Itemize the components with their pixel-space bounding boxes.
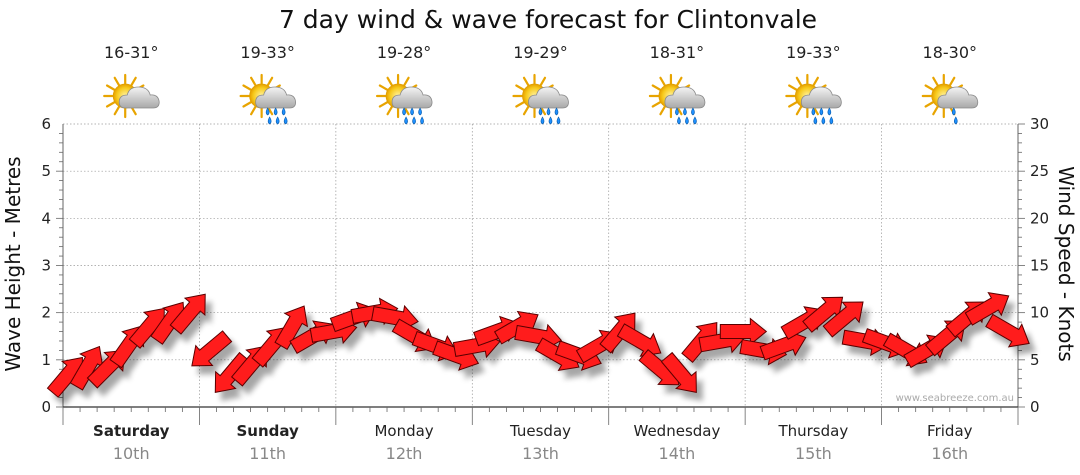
day-temperature: 18-31° bbox=[650, 43, 705, 62]
sun-light-rain-icon bbox=[921, 73, 979, 125]
sun-showers-icon bbox=[648, 73, 706, 125]
y-right-tick-label: 15 bbox=[1030, 257, 1049, 275]
cloud-icon bbox=[528, 86, 569, 109]
day-date-label: 11th bbox=[249, 444, 286, 463]
y-left-tick-label: 0 bbox=[41, 398, 51, 416]
day-name-label: Sunday bbox=[236, 422, 299, 440]
y-right-tick-label: 25 bbox=[1030, 162, 1049, 180]
wind-arrow-shape bbox=[69, 345, 104, 391]
wind-arrow-shape bbox=[599, 312, 636, 354]
y-right-tick-label: 20 bbox=[1030, 209, 1049, 227]
wind-arrow bbox=[274, 305, 309, 351]
day-name-label: Friday bbox=[927, 422, 973, 440]
y-axis-right-title: Wind Speed - Knots bbox=[1054, 166, 1078, 362]
day-temperature: 16-31° bbox=[104, 43, 159, 62]
wind-arrow bbox=[69, 345, 104, 391]
cloud-icon bbox=[391, 86, 433, 109]
wind-arrow bbox=[719, 317, 768, 346]
wind-arrow-shape bbox=[214, 351, 251, 393]
y-left-tick-label: 6 bbox=[41, 115, 51, 133]
cloud-icon bbox=[800, 86, 842, 109]
wind-arrow bbox=[964, 292, 1010, 326]
day-date-label: 16th bbox=[931, 444, 968, 463]
day-header: 16-31° 19-33° 19-28° 19-29° 18-31° 19-33° 18-3… bbox=[103, 43, 979, 125]
wind-arrow-shape bbox=[493, 310, 539, 345]
y-left-tick-label: 2 bbox=[41, 304, 51, 322]
cloud-icon bbox=[118, 86, 160, 109]
day-name-label: Thursday bbox=[777, 422, 848, 440]
y-left-tick-label: 1 bbox=[41, 351, 51, 369]
day-temperature: 19-33° bbox=[786, 43, 841, 62]
wind-arrow bbox=[822, 301, 864, 338]
wind-arrow bbox=[660, 351, 697, 393]
cloud-icon bbox=[937, 86, 979, 109]
raindrops-icon bbox=[811, 107, 834, 125]
day-date-label: 10th bbox=[113, 444, 150, 463]
y-axis-left-title: Wave Height - Metres bbox=[1, 156, 25, 371]
raindrops-icon bbox=[538, 107, 561, 125]
wind-arrow-shape bbox=[802, 296, 844, 333]
y-right-tick-label: 30 bbox=[1030, 115, 1049, 133]
wind-arrow-shape bbox=[964, 292, 1010, 326]
wind-arrow-shape bbox=[822, 301, 864, 338]
sun-showers-icon bbox=[239, 73, 297, 125]
wind-arrow bbox=[169, 293, 206, 335]
axes: 0 1 2 3 4 5 6 0 5 10 15 20 25 30 bbox=[41, 115, 1049, 425]
raindrops-icon bbox=[675, 107, 697, 125]
chart-title: 7 day wind & wave forecast for Clintonva… bbox=[279, 5, 817, 34]
y-right-tick-label: 10 bbox=[1030, 304, 1049, 322]
wind-arrow-shape bbox=[169, 293, 206, 335]
cloud-icon bbox=[255, 86, 297, 109]
day-date-label: 13th bbox=[522, 444, 559, 463]
wind-arrow bbox=[214, 351, 251, 393]
day-temperature: 19-28° bbox=[377, 43, 432, 62]
day-date-label: 12th bbox=[386, 444, 423, 463]
day-name-label: Tuesday bbox=[509, 422, 571, 440]
wind-arrow bbox=[191, 330, 233, 367]
wind-arrow-shape bbox=[719, 317, 768, 346]
day-temperature: 19-33° bbox=[240, 43, 295, 62]
day-date-label: 14th bbox=[659, 444, 696, 463]
y-left-tick-label: 4 bbox=[41, 209, 51, 227]
wind-arrow-shape bbox=[660, 351, 697, 393]
day-temperature: 19-29° bbox=[513, 43, 568, 62]
day-name-label: Wednesday bbox=[634, 422, 721, 440]
wind-arrow bbox=[985, 313, 1030, 348]
sun-showers-icon bbox=[512, 73, 569, 125]
wind-arrow bbox=[802, 296, 844, 333]
day-name-label: Monday bbox=[374, 422, 433, 440]
raindrops-icon bbox=[265, 107, 288, 125]
day-name-label: Saturday bbox=[93, 422, 170, 440]
day-labels: Saturday 10th Sunday 11th Monday 12th Tuesday 1… bbox=[93, 422, 973, 463]
raindrops-icon bbox=[402, 107, 424, 125]
wind-arrow-shape bbox=[985, 313, 1030, 348]
y-right-tick-label: 0 bbox=[1030, 398, 1040, 416]
day-date-label: 15th bbox=[795, 444, 832, 463]
wind-series bbox=[46, 292, 1030, 398]
y-right-tick-label: 5 bbox=[1030, 351, 1040, 369]
wind-arrow-shape bbox=[274, 305, 309, 351]
y-left-tick-label: 3 bbox=[41, 257, 51, 275]
cloud-icon bbox=[664, 86, 706, 109]
raindrops-icon bbox=[951, 107, 958, 125]
watermark: www.seabreeze.com.au bbox=[896, 393, 1014, 404]
wind-arrow bbox=[493, 310, 539, 345]
day-temperature: 18-30° bbox=[923, 43, 978, 62]
sun-showers-icon bbox=[375, 73, 433, 125]
y-left-tick-label: 5 bbox=[41, 162, 51, 180]
wind-arrow-shape bbox=[191, 330, 233, 367]
wind-arrow bbox=[599, 312, 636, 354]
partly-cloudy-icon bbox=[103, 73, 160, 119]
sun-showers-icon bbox=[785, 73, 842, 125]
